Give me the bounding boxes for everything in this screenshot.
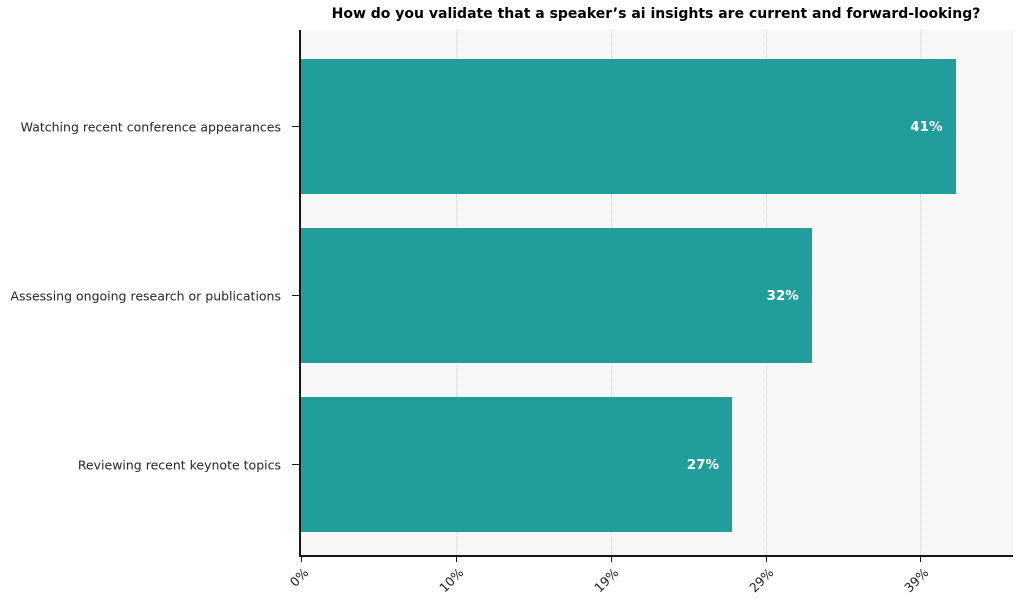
x-tick-mark: [765, 557, 767, 562]
bar-value-label: 27%: [686, 456, 720, 473]
bar-reviewing-recent-keynote-topics: 27%: [301, 397, 733, 532]
x-tick-mark: [301, 557, 302, 562]
bar-watching-recent-conference-appearances: 41%: [301, 59, 956, 194]
x-tick-mark: [610, 557, 612, 562]
bar-assessing-ongoing-research-or-publications: 32%: [301, 228, 812, 363]
y-axis-label-watching-recent-conference-appearances: Watching recent conference appearances: [20, 119, 281, 134]
bar-value-label: 32%: [766, 287, 799, 304]
x-tick-label: 10%: [436, 565, 467, 596]
x-tick-label: 0%: [286, 565, 312, 590]
x-axis: 0% 10% 19% 29% 39%: [287, 557, 1013, 609]
gridline: [920, 30, 922, 555]
y-axis-label-assessing-ongoing-research-or-publications: Assessing ongoing research or publicatio…: [10, 288, 281, 303]
y-tick-mark: [292, 126, 299, 127]
x-tick-label: 29%: [745, 565, 777, 596]
x-tick-label: 39%: [900, 565, 932, 596]
y-tick-mark: [292, 295, 299, 296]
x-tick-mark: [920, 557, 922, 562]
x-tick-mark: [455, 557, 457, 562]
y-axis-label-reviewing-recent-keynote-topics: Reviewing recent keynote topics: [77, 457, 281, 472]
bar-value-label: 41%: [910, 118, 943, 135]
y-tick-mark: [292, 464, 299, 465]
chart-title: How do you validate that a speaker’s ai …: [331, 6, 981, 22]
y-axis-labels: Watching recent conference appearances A…: [0, 30, 291, 555]
plot-area: 41% 32% 27%: [299, 30, 1013, 557]
x-tick-label: 19%: [591, 565, 622, 596]
